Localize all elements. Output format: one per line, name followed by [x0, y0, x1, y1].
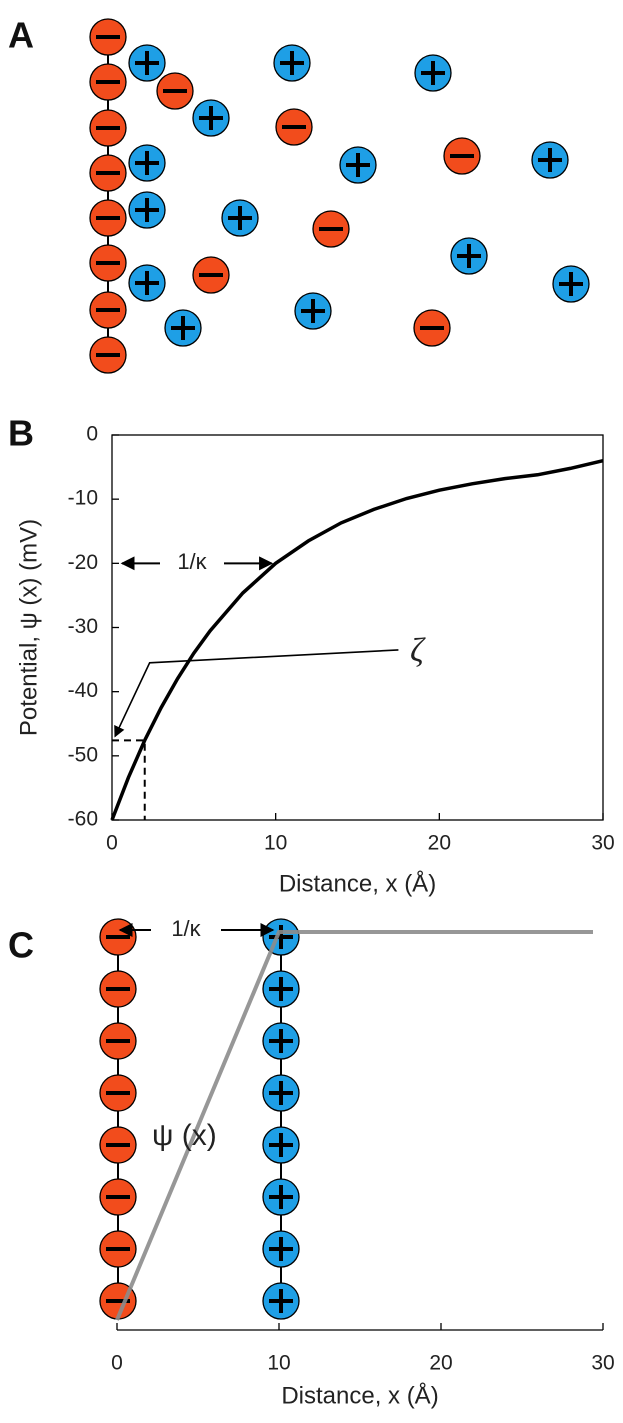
x-tick-label: 30: [591, 832, 614, 855]
anion: [99, 970, 137, 1008]
debye-label: 1/κ: [177, 549, 207, 574]
anion: [89, 18, 127, 56]
cation: [262, 918, 300, 956]
plot-frame: [111, 434, 604, 821]
cation: [339, 146, 377, 184]
panel-label: C: [8, 925, 34, 966]
anion: [89, 244, 127, 282]
x-tick-label: 10: [264, 832, 287, 855]
zeta-dash: [112, 739, 146, 820]
panel-label: B: [8, 413, 34, 454]
ions: [89, 18, 590, 1320]
anion: [443, 137, 481, 175]
anion: [89, 199, 127, 237]
anion: [99, 1230, 137, 1268]
cation: [450, 237, 488, 275]
x-tick-label: 20: [429, 1352, 452, 1375]
cation: [262, 1282, 300, 1320]
y-tick-label: -60: [68, 808, 98, 831]
x-tick-label: 10: [267, 1352, 290, 1375]
cation: [294, 292, 332, 330]
anion: [99, 918, 137, 956]
x-tick-label: 20: [428, 832, 451, 855]
cation: [531, 141, 569, 179]
anion: [89, 63, 127, 101]
cation: [262, 1074, 300, 1112]
anion: [89, 154, 127, 192]
anion: [99, 1178, 137, 1216]
cation: [262, 970, 300, 1008]
anion: [192, 256, 230, 294]
anion: [99, 1126, 137, 1164]
anion: [312, 210, 350, 248]
cation: [414, 54, 452, 92]
cation: [262, 1126, 300, 1164]
y-tick-label: 0: [86, 423, 98, 446]
y-tick-label: -10: [68, 487, 98, 510]
x-tick-label: 0: [106, 832, 118, 855]
y-tick-label: -30: [68, 615, 98, 638]
cation: [128, 191, 166, 229]
y-tick-label: -40: [68, 679, 98, 702]
anion: [156, 72, 194, 110]
potential-curve: [110, 458, 604, 821]
anion: [413, 309, 451, 347]
cation: [262, 1178, 300, 1216]
x-axis-label: Distance, x (Å): [281, 1381, 438, 1409]
x-axis-label: Distance, x (Å): [279, 869, 436, 897]
cation: [128, 44, 166, 82]
cation: [262, 1230, 300, 1268]
panel-label: A: [8, 15, 34, 56]
cation: [128, 144, 166, 182]
cation: [552, 265, 590, 303]
x-tick-label: 30: [591, 1352, 614, 1375]
cation: [221, 199, 259, 237]
anion: [89, 336, 127, 374]
cation: [128, 264, 166, 302]
anion: [275, 108, 313, 146]
anion: [89, 109, 127, 147]
cation: [273, 44, 311, 82]
y-tick-label: -20: [68, 551, 98, 574]
anion: [89, 291, 127, 329]
zeta-label: ζ: [410, 632, 426, 669]
cation: [164, 309, 202, 347]
cation: [262, 1022, 300, 1060]
potential-profile: [115, 930, 593, 1321]
anion: [99, 1074, 137, 1112]
anion: [99, 1022, 137, 1060]
cation: [192, 99, 230, 137]
y-axis-label: Potential, ψ (x) (mV): [15, 519, 42, 736]
debye-label: 1/κ: [171, 916, 201, 941]
zeta-leader: [114, 649, 399, 738]
y-tick-label: -50: [68, 743, 98, 766]
psi-label: ψ (x): [152, 1119, 217, 1152]
x-tick-label: 0: [111, 1352, 123, 1375]
